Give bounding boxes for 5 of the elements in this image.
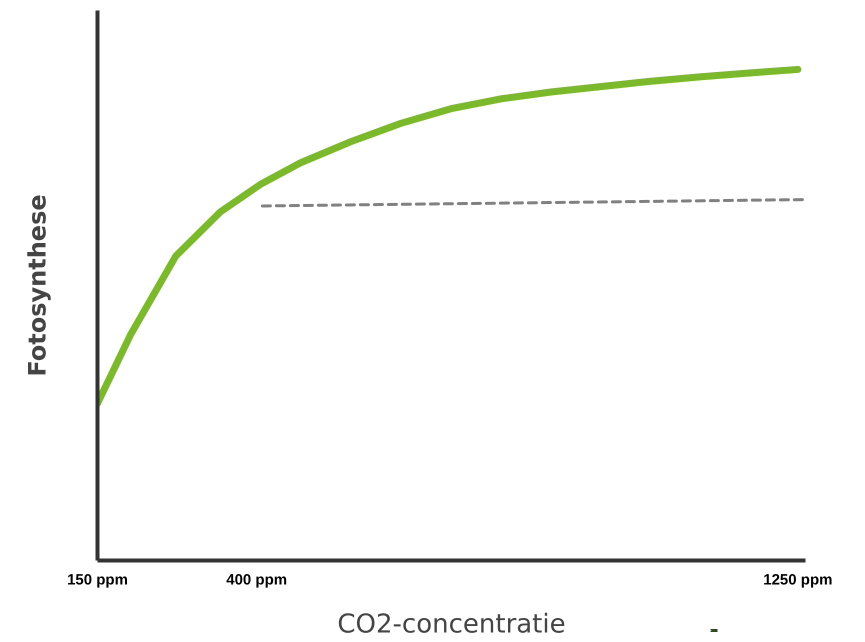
y-axis-title: Fotosynthese bbox=[24, 194, 52, 377]
x-axis-title: CO2-concentratie bbox=[337, 610, 566, 640]
x-tick-label: 150 ppm bbox=[67, 572, 128, 588]
x-tick-label: 1250 ppm bbox=[763, 572, 832, 588]
x-tick-label: 400 ppm bbox=[226, 572, 288, 588]
